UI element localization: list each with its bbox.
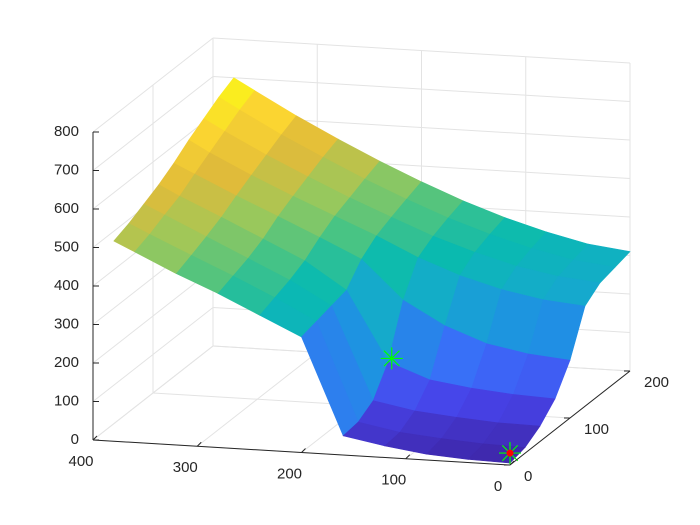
z-tick-label: 700 — [54, 161, 79, 178]
y-tick-label: 200 — [644, 374, 669, 391]
x-tick — [92, 435, 98, 441]
x-tick-label: 0 — [494, 478, 502, 495]
z-tick-label: 0 — [71, 431, 79, 448]
x-tick — [301, 448, 306, 453]
z-tick-label: 200 — [54, 354, 79, 371]
z-tick-label: 400 — [54, 277, 79, 294]
x-tick-label: 400 — [68, 453, 93, 470]
x-tick-label: 300 — [173, 459, 198, 476]
marker-star — [380, 347, 403, 370]
x-tick — [196, 441, 202, 447]
z-tick-label: 100 — [54, 392, 79, 409]
y-tick-label: 100 — [584, 421, 609, 438]
x-tick — [509, 460, 515, 466]
z-tick-label: 600 — [54, 200, 79, 217]
x-tick-label: 100 — [381, 472, 406, 489]
y-tick-label: 0 — [524, 468, 532, 485]
z-tick-label: 800 — [54, 123, 79, 140]
marker-dot — [506, 449, 514, 457]
x-tick-label: 200 — [277, 465, 302, 482]
z-tick-label: 500 — [54, 238, 79, 255]
z-tick-label: 300 — [54, 315, 79, 332]
x-tick — [405, 454, 411, 460]
